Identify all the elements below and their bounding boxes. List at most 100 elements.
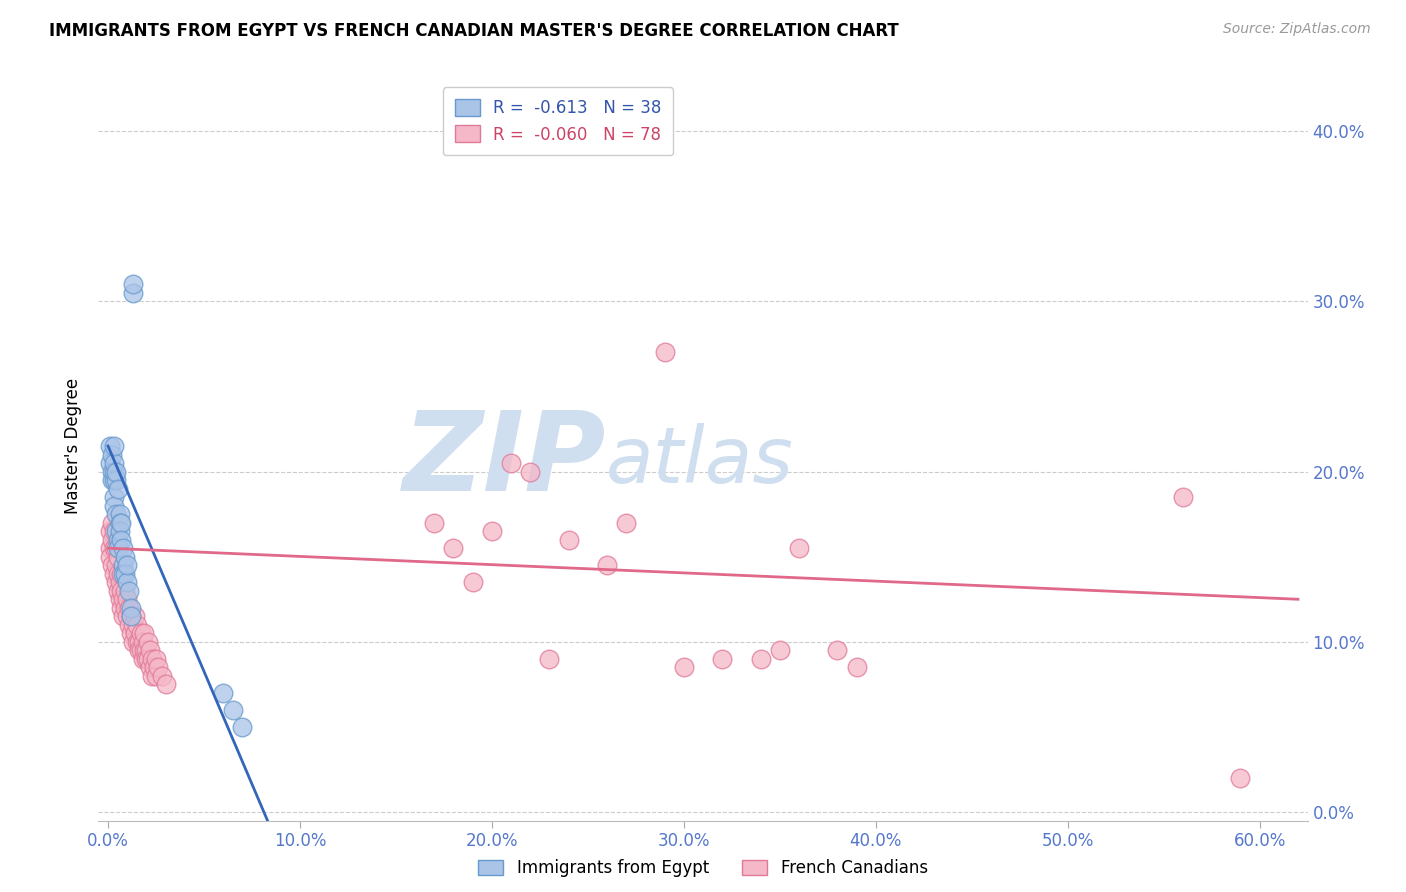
Point — [112, 592, 135, 607]
Point — [104, 473, 127, 487]
Point — [124, 609, 146, 624]
Point — [114, 583, 136, 598]
Point — [538, 652, 561, 666]
Text: ZIP: ZIP — [402, 408, 606, 515]
Point — [134, 626, 156, 640]
Point — [136, 652, 159, 666]
Point — [103, 566, 125, 581]
Point — [101, 516, 124, 530]
Point — [118, 617, 141, 632]
Point — [101, 448, 124, 462]
Text: IMMIGRANTS FROM EGYPT VS FRENCH CANADIAN MASTER'S DEGREE CORRELATION CHART: IMMIGRANTS FROM EGYPT VS FRENCH CANADIAN… — [49, 22, 898, 40]
Point — [98, 541, 121, 556]
Point — [120, 626, 142, 640]
Text: atlas: atlas — [606, 423, 794, 499]
Point — [104, 558, 127, 573]
Point — [122, 285, 145, 300]
Point — [104, 541, 127, 556]
Point — [103, 541, 125, 556]
Point — [98, 439, 121, 453]
Point — [108, 575, 131, 590]
Point — [107, 482, 129, 496]
Point — [557, 533, 579, 547]
Point — [120, 600, 142, 615]
Point — [118, 600, 141, 615]
Point — [122, 277, 145, 292]
Point — [150, 669, 173, 683]
Point — [104, 507, 127, 521]
Point — [131, 635, 153, 649]
Point — [112, 541, 135, 556]
Point — [104, 465, 127, 479]
Point — [103, 465, 125, 479]
Point — [749, 652, 772, 666]
Point — [114, 566, 136, 581]
Point — [1229, 771, 1251, 785]
Point — [845, 660, 868, 674]
Point — [115, 558, 138, 573]
Point — [120, 609, 142, 624]
Point — [135, 652, 157, 666]
Point — [134, 643, 156, 657]
Point — [128, 635, 150, 649]
Point — [128, 643, 150, 657]
Point — [125, 617, 148, 632]
Point — [101, 558, 124, 573]
Point — [1171, 490, 1194, 504]
Point — [145, 669, 167, 683]
Legend: R =  -0.613   N = 38, R =  -0.060   N = 78: R = -0.613 N = 38, R = -0.060 N = 78 — [443, 87, 673, 155]
Point — [108, 592, 131, 607]
Point — [101, 473, 124, 487]
Point — [155, 677, 177, 691]
Point — [122, 617, 145, 632]
Point — [222, 703, 245, 717]
Point — [423, 516, 446, 530]
Point — [101, 465, 124, 479]
Point — [519, 465, 541, 479]
Point — [481, 524, 503, 538]
Point — [107, 566, 129, 581]
Point — [141, 652, 163, 666]
Point — [115, 575, 138, 590]
Point — [769, 643, 792, 657]
Point — [98, 456, 121, 470]
Point — [129, 643, 152, 657]
Point — [118, 583, 141, 598]
Point — [108, 507, 131, 521]
Point — [827, 643, 849, 657]
Point — [146, 660, 169, 674]
Point — [108, 524, 131, 538]
Point — [107, 583, 129, 598]
Point — [654, 345, 676, 359]
Point — [110, 600, 132, 615]
Point — [135, 643, 157, 657]
Point — [107, 533, 129, 547]
Point — [112, 566, 135, 581]
Point — [103, 490, 125, 504]
Point — [115, 609, 138, 624]
Point — [122, 635, 145, 649]
Point — [103, 524, 125, 538]
Point — [711, 652, 734, 666]
Point — [110, 516, 132, 530]
Point — [103, 456, 125, 470]
Point — [120, 609, 142, 624]
Point — [212, 686, 235, 700]
Point — [114, 600, 136, 615]
Point — [136, 635, 159, 649]
Point — [107, 549, 129, 564]
Point — [112, 558, 135, 573]
Point — [139, 660, 162, 674]
Point — [114, 549, 136, 564]
Point — [787, 541, 810, 556]
Point — [143, 660, 166, 674]
Point — [672, 660, 695, 674]
Point — [131, 652, 153, 666]
Point — [108, 516, 131, 530]
Point — [231, 720, 253, 734]
Point — [596, 558, 619, 573]
Point — [145, 652, 167, 666]
Point — [112, 609, 135, 624]
Point — [110, 566, 132, 581]
Point — [101, 533, 124, 547]
